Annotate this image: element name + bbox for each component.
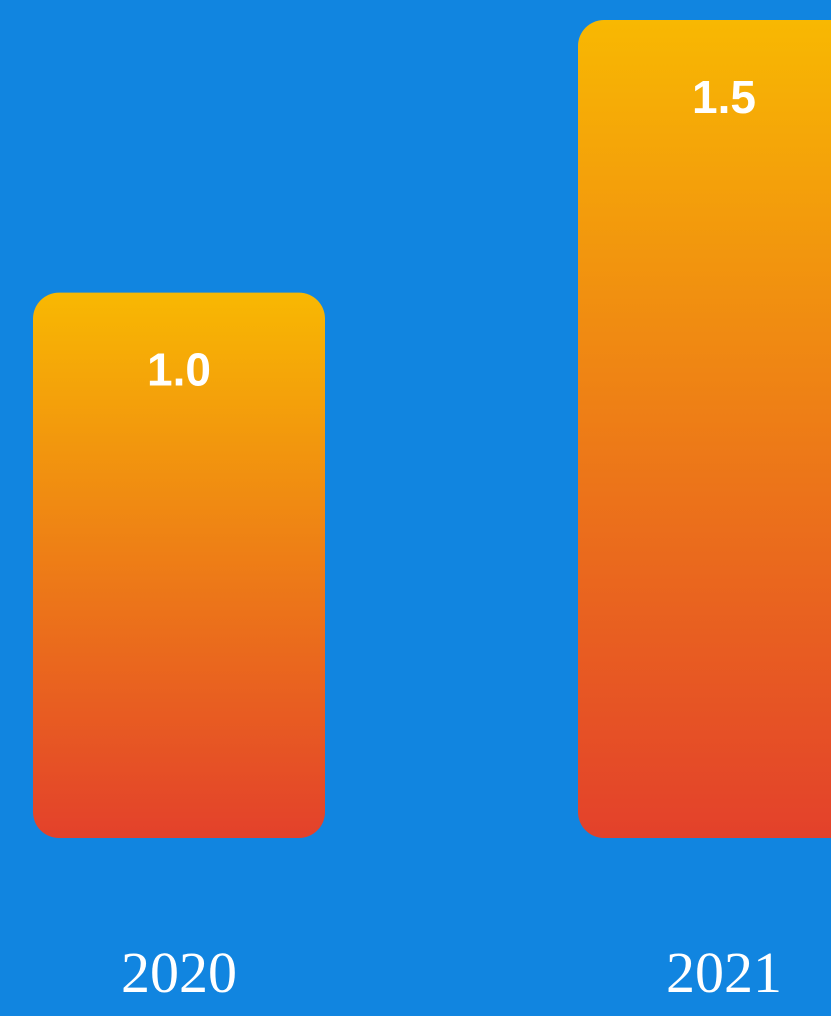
bar-value-label-2020: 1.0 xyxy=(147,344,211,396)
category-label-2021: 2021 xyxy=(666,940,782,1005)
category-labels-layer: 2020 2021 xyxy=(121,940,782,1005)
bar-2021 xyxy=(578,20,831,838)
category-label-2020: 2020 xyxy=(121,940,237,1005)
bar-value-label-2021: 1.5 xyxy=(692,71,756,123)
value-labels-layer: 1.0 1.5 xyxy=(147,71,756,396)
bars-layer xyxy=(33,20,831,839)
bar-2020 xyxy=(33,292,325,839)
